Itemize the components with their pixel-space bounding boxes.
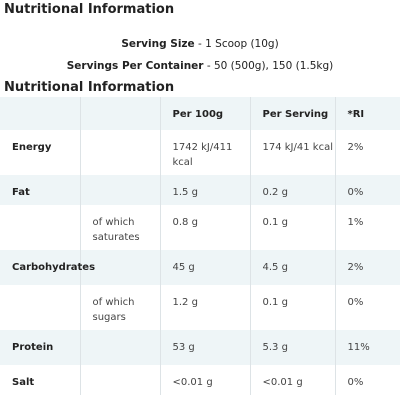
nutrient: Salt (12, 377, 35, 388)
value: 0% (334, 285, 400, 330)
value: 0% (334, 175, 400, 205)
value: 1.2 g (159, 285, 250, 330)
value: 1742 kJ/411 kcal (159, 130, 250, 175)
cell (79, 175, 160, 205)
value: 5.3 g (249, 330, 335, 365)
serving-size: Serving Size - 1 Scoop (10g) (0, 38, 400, 50)
row: of which sugars 1.2 g 0.1 g 0% (0, 285, 400, 330)
cell (79, 97, 160, 130)
table-body: Per 100g Per Serving *RI Energy 1742 kJ/411 … (0, 97, 400, 395)
column-header: Per 100g (159, 97, 250, 130)
cell (79, 330, 160, 365)
row: Fat 1.5 g 0.2 g 0% (0, 175, 400, 205)
value: <0.01 g (249, 365, 335, 395)
nutrient: Carbohydrates (0, 250, 95, 285)
header-row: Per 100g Per Serving *RI (0, 97, 400, 130)
cell (0, 285, 80, 330)
cell (79, 250, 160, 285)
servings-per-container: Servings Per Container - 50 (500g), 150 … (0, 60, 400, 72)
label: Servings Per Container (66, 60, 204, 72)
row: Energy 1742 kJ/411 kcal 174 kJ/41 kcal 2% (0, 130, 400, 175)
sub-nutrient: of which sugars (79, 285, 160, 330)
cell (0, 97, 80, 130)
value: 2% (334, 130, 400, 175)
value: 0.8 g (159, 205, 250, 250)
column-header: Per Serving (249, 97, 335, 130)
row: of which saturates 0.8 g 0.1 g 1% (0, 205, 400, 250)
row: Carbohydrates 45 g 4.5 g 2% (0, 250, 400, 285)
value: - 1 Scoop (10g) (198, 38, 279, 50)
value: 0.1 g (249, 285, 335, 330)
nutrition-table: Per 100g Per Serving *RI Energy 1742 kJ/411 … (0, 97, 400, 395)
nutrient: Energy (12, 142, 52, 153)
value: 0.1 g (249, 205, 335, 250)
value: 53 g (159, 330, 250, 365)
value: 11% (334, 330, 400, 365)
value: 174 kJ/41 kcal (249, 130, 335, 175)
value: 0.2 g (249, 175, 335, 205)
row: Salt <0.01 g <0.01 g 0% (0, 365, 400, 395)
sub-nutrient: of which saturates (79, 205, 160, 250)
value: 1.5 g (159, 175, 250, 205)
value: 4.5 g (249, 250, 335, 285)
nutrient: Fat (0, 175, 80, 205)
value: - 50 (500g), 150 (1.5kg) (206, 60, 334, 72)
value: 45 g (159, 250, 250, 285)
value: 2% (334, 250, 400, 285)
value: <0.01 g (159, 365, 250, 395)
cell (79, 130, 160, 175)
nutrient: Protein (0, 330, 80, 365)
label: Serving Size (121, 38, 195, 50)
cell (79, 365, 160, 395)
value: 1% (334, 205, 400, 250)
row: Protein 53 g 5.3 g 11% (0, 330, 400, 365)
table-title: Nutritional Information (4, 80, 175, 95)
value: 0% (334, 365, 400, 395)
cell (0, 205, 80, 250)
column-header: *RI (334, 97, 400, 130)
heading: Nutritional Information (4, 2, 175, 17)
